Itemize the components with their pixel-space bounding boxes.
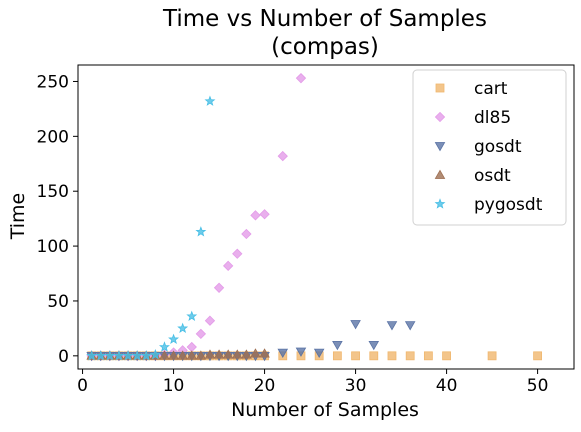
point-cart-31 <box>534 352 542 360</box>
point-gosdt-25 <box>369 341 378 349</box>
point-cart-27 <box>406 352 414 360</box>
y-tick-label-4: 200 <box>37 127 69 147</box>
y-tick-label-3: 150 <box>37 182 69 202</box>
point-cart-29 <box>443 352 451 360</box>
x-tick-label-3: 30 <box>345 376 367 396</box>
y-tick-label-5: 250 <box>37 72 69 92</box>
point-cart-24 <box>352 352 360 360</box>
point-pygosdt-13 <box>206 97 215 105</box>
x-axis-label: Number of Samples <box>231 399 419 421</box>
point-gosdt-27 <box>406 322 415 330</box>
point-cart-25 <box>370 352 378 360</box>
y-tick-label-0: 0 <box>58 347 69 367</box>
point-dl85-19 <box>260 210 269 219</box>
series-pygosdt <box>87 97 214 360</box>
series-dl85 <box>87 74 306 361</box>
point-gosdt-26 <box>387 322 396 330</box>
legend-label-pygosdt: pygosdt <box>474 195 543 215</box>
x-tick-label-5: 50 <box>527 376 549 396</box>
y-tick-label-2: 100 <box>37 237 69 257</box>
chart-title-line-1: Time vs Number of Samples <box>162 6 487 32</box>
point-cart-26 <box>388 352 396 360</box>
point-dl85-11 <box>187 342 196 351</box>
point-cart-23 <box>333 352 341 360</box>
point-dl85-16 <box>233 249 242 258</box>
point-pygosdt-8 <box>160 342 169 350</box>
chart-title-line-2: (compas) <box>271 34 379 60</box>
legend-label-cart: cart <box>474 79 508 99</box>
point-dl85-12 <box>196 329 205 338</box>
point-gosdt-23 <box>333 341 342 349</box>
x-tick-label-1: 10 <box>163 376 185 396</box>
x-tick-label-0: 0 <box>77 376 88 396</box>
point-pygosdt-12 <box>196 227 205 235</box>
legend: cart dl85 gosdt osdt pygosdt <box>413 70 566 225</box>
point-dl85-14 <box>214 283 223 292</box>
legend-label-dl85: dl85 <box>474 108 511 128</box>
point-pygosdt-9 <box>169 335 178 343</box>
point-dl85-13 <box>205 316 214 325</box>
x-tick-label-4: 40 <box>436 376 458 396</box>
point-dl85-20 <box>278 151 287 160</box>
point-dl85-15 <box>224 261 233 270</box>
y-axis-label: Time <box>7 193 29 241</box>
point-pygosdt-11 <box>187 312 196 320</box>
point-dl85-18 <box>251 211 260 220</box>
legend-label-gosdt: gosdt <box>474 137 522 157</box>
point-dl85-21 <box>296 74 305 83</box>
y-tick-label-1: 50 <box>47 292 69 312</box>
point-cart-28 <box>424 352 432 360</box>
point-gosdt-24 <box>351 321 360 329</box>
point-cart-30 <box>488 352 496 360</box>
point-dl85-17 <box>242 229 251 238</box>
legend-marker-cart <box>436 84 444 92</box>
point-pygosdt-10 <box>178 324 187 332</box>
legend-label-osdt: osdt <box>474 166 511 186</box>
x-tick-label-2: 20 <box>254 376 276 396</box>
